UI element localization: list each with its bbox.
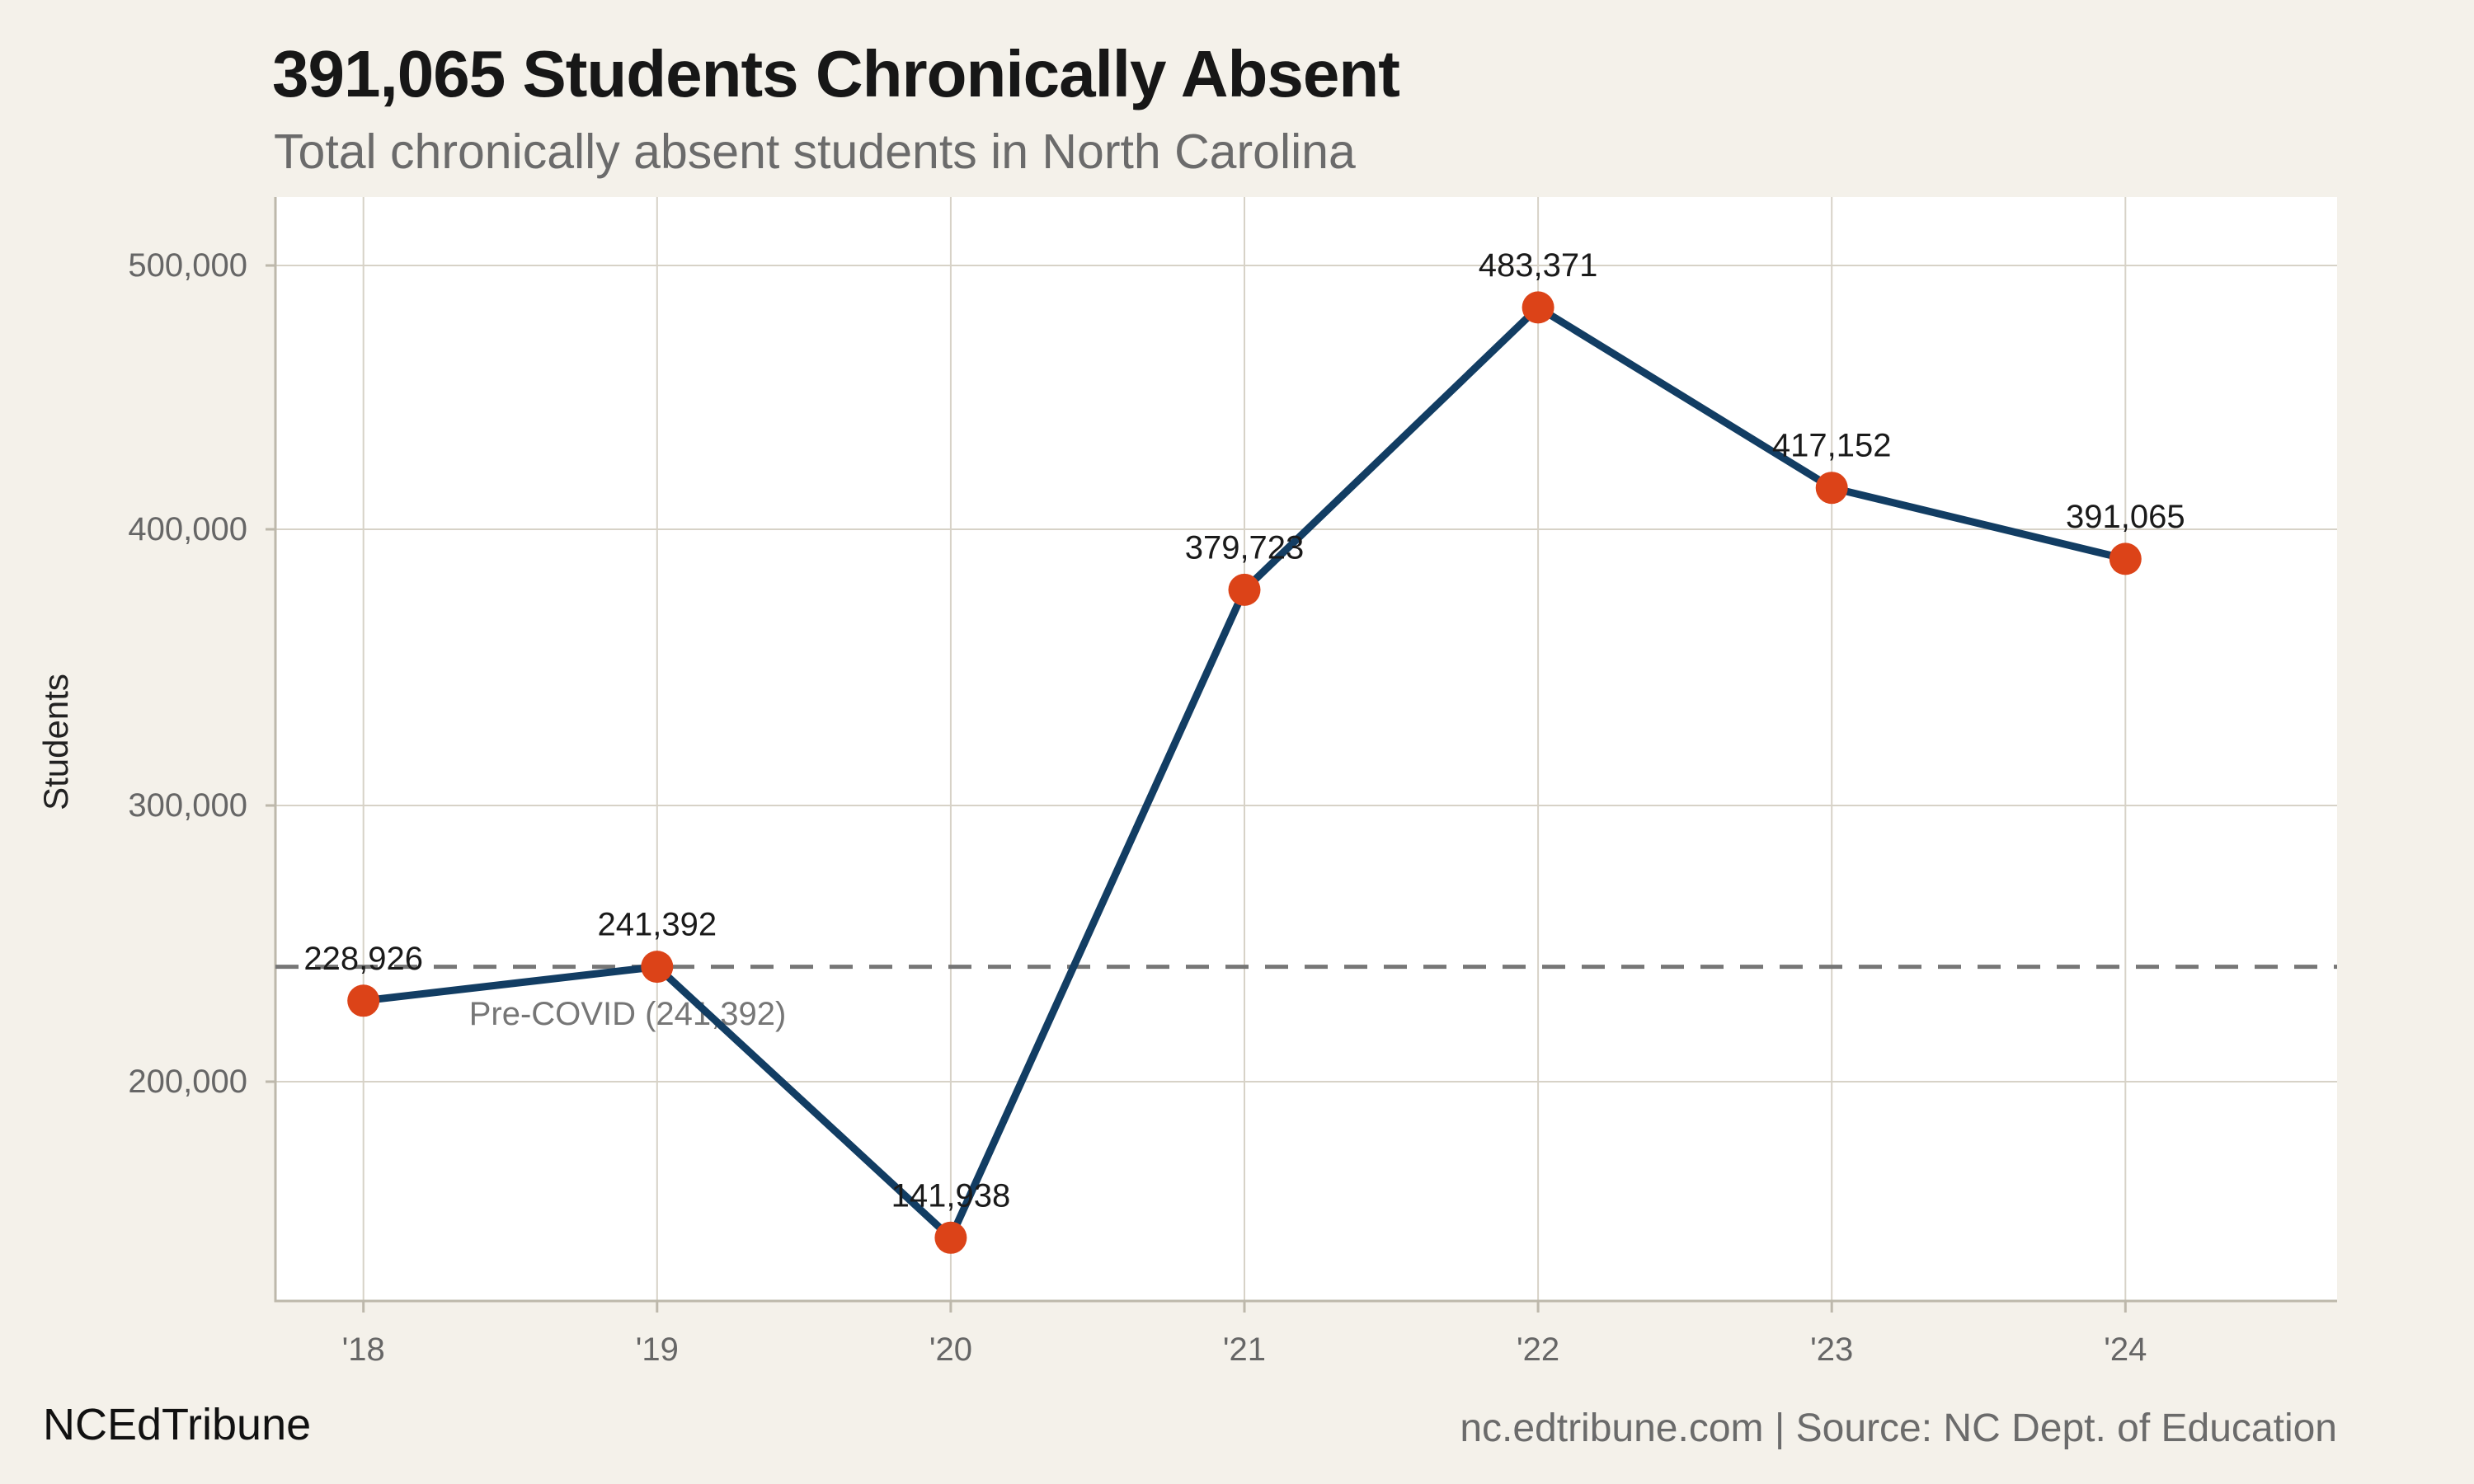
svg-text:391,065: 391,065 [2066,499,2185,535]
svg-text:141,938: 141,938 [891,1177,1011,1214]
svg-text:200,000: 200,000 [128,1064,247,1100]
svg-text:228,926: 228,926 [303,941,423,977]
svg-text:400,000: 400,000 [128,511,247,547]
svg-text:'20: '20 [929,1331,972,1368]
svg-text:Pre-COVID (241,392): Pre-COVID (241,392) [469,996,787,1032]
svg-text:'18: '18 [342,1331,385,1368]
svg-text:'22: '22 [1517,1331,1559,1368]
svg-text:379,723: 379,723 [1185,529,1305,566]
svg-text:300,000: 300,000 [128,787,247,824]
svg-text:483,371: 483,371 [1479,247,1598,284]
svg-text:417,152: 417,152 [1772,428,1892,464]
svg-text:241,392: 241,392 [598,907,717,943]
svg-text:'24: '24 [2104,1331,2147,1368]
svg-text:'23: '23 [1810,1331,1853,1368]
svg-text:'21: '21 [1223,1331,1266,1368]
svg-text:500,000: 500,000 [128,247,247,284]
svg-text:'19: '19 [636,1331,679,1368]
